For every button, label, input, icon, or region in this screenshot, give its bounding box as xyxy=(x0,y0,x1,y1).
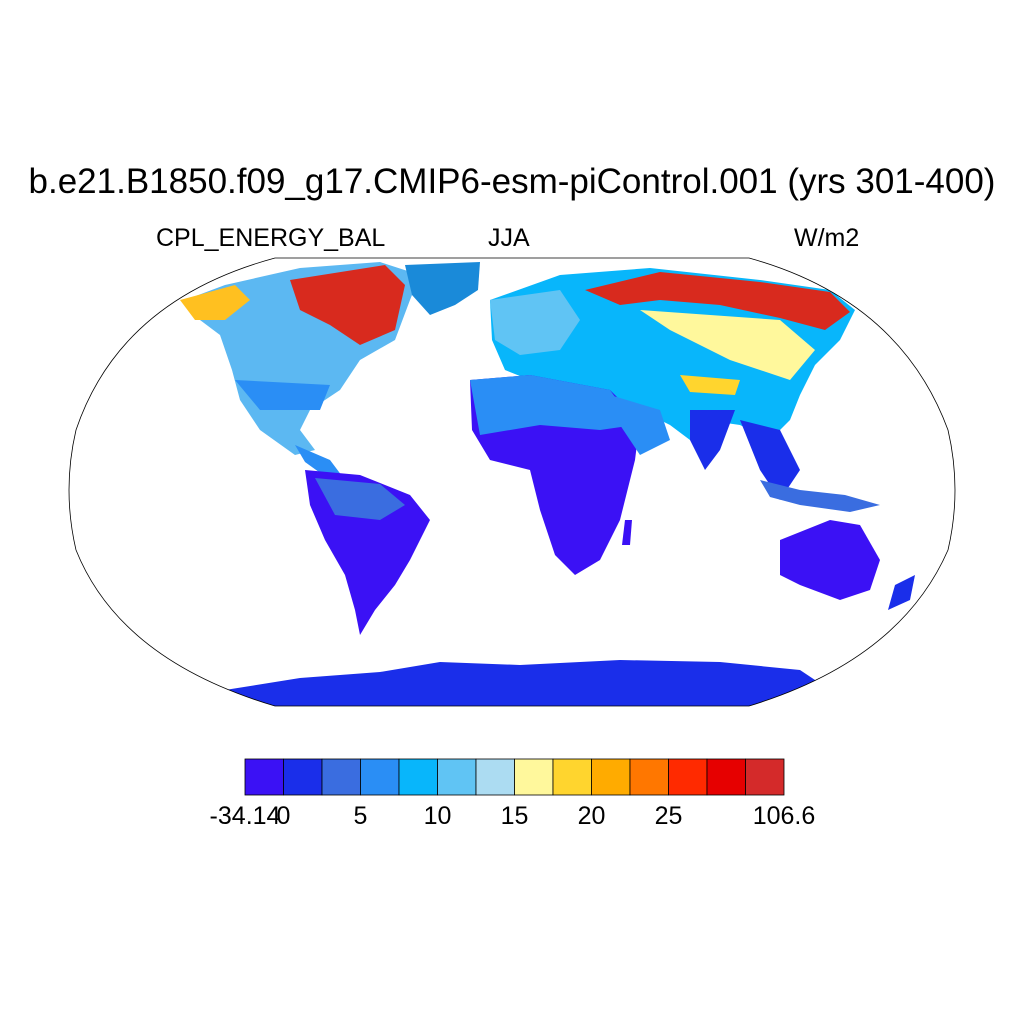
canada-high-region xyxy=(290,265,405,345)
colorbar-tick-label: 0 xyxy=(276,802,291,830)
siberia-warm-band xyxy=(640,310,815,380)
colorbar-swatch xyxy=(591,758,631,796)
colorbar-tick-label: 15 xyxy=(500,802,529,830)
colorbar-swatch xyxy=(514,758,554,796)
colorbar-swatch xyxy=(360,758,400,796)
colorbar-tick-label: 20 xyxy=(577,802,606,830)
greenland-land xyxy=(405,262,480,315)
sahara-region xyxy=(470,375,635,435)
colorbar-swatch xyxy=(475,758,515,796)
units-label: W/m2 xyxy=(794,224,860,252)
colorbar-swatch xyxy=(745,758,785,796)
india-land xyxy=(690,410,735,470)
europe-region xyxy=(490,290,580,355)
map-title: b.e21.B1850.f09_g17.CMIP6-esm-piControl.… xyxy=(28,162,996,201)
colorbar-swatch xyxy=(437,758,477,796)
alaska-region xyxy=(180,285,250,320)
siberia-high-region xyxy=(585,272,850,330)
us-midlat-region xyxy=(235,380,330,410)
colorbar-swatch xyxy=(398,758,438,796)
colorbar-tick-label: 10 xyxy=(423,802,452,830)
new-zealand-land xyxy=(888,575,915,610)
colorbar-swatch xyxy=(244,758,284,796)
se-asia-land xyxy=(740,420,800,500)
variable-label: CPL_ENERGY_BAL xyxy=(156,224,386,252)
south-america-upper xyxy=(315,478,405,520)
central-america-land xyxy=(295,445,345,480)
colorbar-swatch xyxy=(629,758,669,796)
colorbar-swatch xyxy=(668,758,708,796)
tibet-warm-region xyxy=(680,375,740,395)
colorbar-tick-label: 25 xyxy=(654,802,683,830)
colorbar-swatch xyxy=(283,758,323,796)
colorbar-swatch xyxy=(552,758,592,796)
antarctica-land xyxy=(220,660,830,706)
colorbar-tick-label: 106.6 xyxy=(752,802,816,830)
globe-outline xyxy=(68,257,956,707)
madagascar-land xyxy=(622,520,632,545)
australia-land xyxy=(780,520,880,600)
colorbar-tick-label: 5 xyxy=(353,802,368,830)
arabia-land xyxy=(610,395,670,455)
colorbar-tick-label: -34.14 xyxy=(209,802,281,830)
colorbar-swatch xyxy=(321,758,361,796)
indonesia-land xyxy=(760,480,880,512)
colorbar-swatch xyxy=(706,758,746,796)
season-label: JJA xyxy=(488,224,530,252)
